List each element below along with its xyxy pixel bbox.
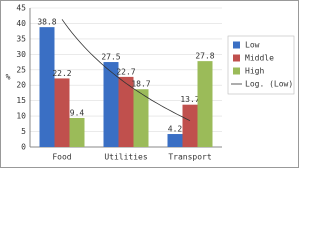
y-tick-label: 5 <box>21 127 26 136</box>
chart: % 0 5 10 15 20 25 30 35 40 45 Food 38.8 22.2 9.4 Utili… <box>0 0 299 168</box>
data-label: 27.5 <box>101 53 120 62</box>
bar <box>54 78 70 147</box>
data-label: 27.8 <box>195 52 214 61</box>
trendline <box>61 19 191 122</box>
data-label: 22.2 <box>52 69 71 78</box>
data-label: 9.4 <box>70 108 85 117</box>
bar <box>69 117 85 147</box>
data-label: 22.7 <box>116 67 135 76</box>
bar <box>133 89 149 147</box>
bar <box>39 27 55 148</box>
data-label: 13.7 <box>180 95 199 104</box>
y-tick-label: 0 <box>21 143 26 152</box>
legend-label: Middle <box>245 54 274 63</box>
x-tick-label: Transport <box>168 153 212 162</box>
y-tick-label: 30 <box>16 50 26 59</box>
y-axis-label: % <box>6 73 11 82</box>
bar <box>182 104 198 147</box>
y-tick-label: 35 <box>16 34 26 43</box>
bar <box>167 134 183 147</box>
y-tick-label: 20 <box>16 81 26 90</box>
bar <box>197 61 213 147</box>
legend-label: Log. (Low) <box>245 80 293 89</box>
y-tick-label: 25 <box>16 65 26 74</box>
data-label: 4.2 <box>168 125 183 134</box>
data-label: 18.7 <box>131 80 150 89</box>
legend-swatch <box>233 54 240 62</box>
y-tick-label: 10 <box>16 112 26 121</box>
legend-label: Low <box>245 41 260 50</box>
y-tick-label: 45 <box>16 4 26 13</box>
legend-swatch <box>233 41 240 49</box>
legend-label: High <box>245 67 264 76</box>
bar <box>103 62 119 147</box>
x-tick-label: Food <box>52 153 71 162</box>
bar <box>118 76 134 147</box>
x-tick-label: Utilities <box>104 153 148 162</box>
legend-swatch <box>233 67 240 75</box>
y-tick-label: 40 <box>16 19 26 28</box>
y-tick-label: 15 <box>16 96 26 105</box>
data-label: 38.8 <box>37 18 56 27</box>
